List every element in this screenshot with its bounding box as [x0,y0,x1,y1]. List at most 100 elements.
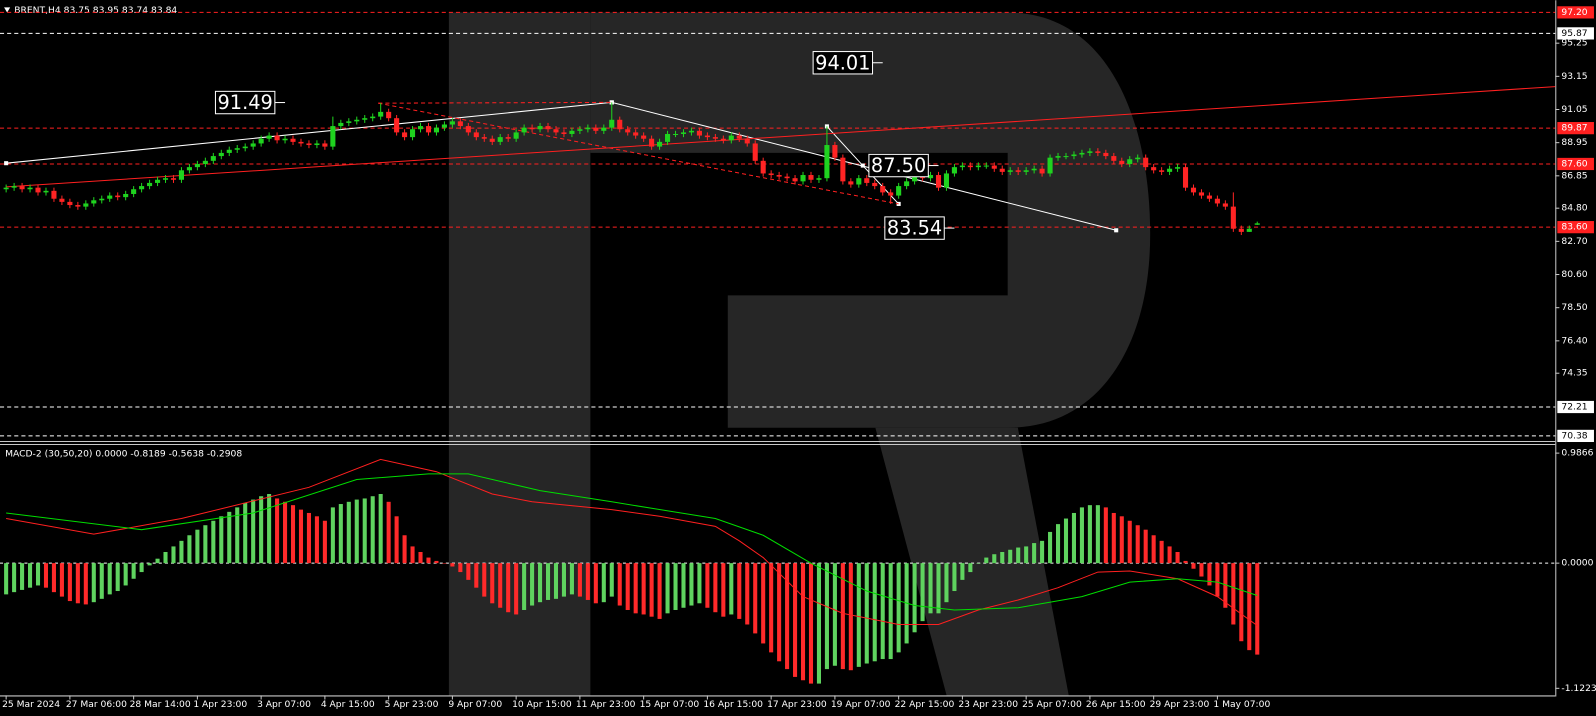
x-tick-label: 15 Apr 07:00 [640,699,700,710]
histogram-bar [243,502,248,564]
histogram-bar [872,563,877,662]
level-label: 70.38 [1561,430,1587,441]
histogram-bar [545,563,551,600]
histogram-bar [952,563,957,592]
histogram-bar [1111,512,1116,564]
histogram-bar [1223,563,1228,608]
histogram-bar [235,507,240,564]
trendline [378,102,899,205]
candle-body [194,163,200,168]
x-tick-label: 3 Apr 07:00 [257,699,311,710]
candle-body [704,135,710,138]
candle-body [1151,167,1157,171]
histogram-bar [697,563,702,604]
histogram-bar [203,525,208,564]
x-tick-label: 26 Apr 15:00 [1086,699,1146,710]
trendline-anchor [860,163,865,168]
histogram-bar [259,496,264,564]
level-badge [1557,221,1594,234]
trendline-anchor [4,161,9,166]
histogram-bar [1175,551,1180,564]
level-badge [1557,27,1594,40]
histogram-bar [617,563,622,606]
histogram-bar [28,563,33,588]
histogram-bar [434,560,439,564]
histogram-bar [322,520,327,564]
x-tick-label: 11 Apr 23:00 [576,699,636,710]
candle-body [282,138,288,141]
candle-body [736,135,742,139]
y-tick-label: 0.0000 [1561,558,1593,569]
candle-body [888,192,894,196]
histogram-bar [43,563,49,588]
candle-body [768,173,774,176]
histogram-bar [131,563,136,579]
candle-body [927,175,934,179]
histogram-bar [1048,531,1053,564]
candle-body [792,178,798,182]
y-tick-label: 93.15 [1561,71,1587,82]
candle-body [3,187,9,190]
histogram-bar [1239,563,1244,642]
candle-body [226,149,232,153]
x-tick-label: 1 Apr 23:00 [193,699,247,710]
y-tick-label: 91.05 [1561,104,1587,115]
histogram-bar [1167,546,1172,564]
candle-body [880,186,886,193]
histogram-bar [219,516,224,564]
level-badge [1557,429,1594,443]
y-tick-label: 76.40 [1561,335,1587,346]
histogram-bar [641,563,646,615]
x-tick-label: 4 Apr 15:00 [321,699,375,710]
histogram-bar [832,563,837,666]
histogram-bar [1199,563,1204,577]
candle-body [744,138,750,144]
candle-body [473,132,479,138]
candle-body [1007,170,1013,172]
x-tick-label: 27 Mar 06:00 [66,699,127,710]
candle-body [848,181,854,185]
x-tick-label: 29 Apr 23:00 [1150,699,1210,710]
histogram-bar [1040,540,1045,564]
trendline-anchor [896,201,901,206]
histogram-bar [115,563,120,592]
histogram-bar [1016,547,1021,564]
candle-body [1127,159,1133,164]
candle-body [943,173,950,188]
histogram-bar [1079,507,1084,564]
histogram-bar [1247,563,1252,651]
histogram-bar [1207,563,1212,586]
candle-body [951,167,957,174]
candle-body [131,189,137,194]
candle-body [856,178,862,185]
candle-body [290,138,296,142]
candle-body [75,205,81,207]
level-label: 89.87 [1561,123,1587,134]
watermark-stem [448,12,591,696]
histogram-bar [609,563,614,597]
candle-body [83,203,89,207]
histogram-bar [936,563,941,614]
histogram-bar [506,563,511,613]
candle-body [362,118,368,120]
candle-body [258,138,264,144]
histogram-bar [290,505,296,564]
histogram-bar [466,563,471,580]
candle-body [354,119,360,122]
candle-body [497,137,503,142]
candle-body [1222,203,1228,207]
level-badge [1557,122,1594,135]
candle-body [816,178,822,180]
candle-body [505,137,511,139]
candle-body [1047,157,1053,174]
y-tick-label: 88.95 [1561,137,1587,148]
histogram-bar [1071,512,1077,564]
histogram-bar [267,494,272,564]
histogram-bar [1055,524,1061,564]
indicator-title: MACD-2 (30,50,20) 0.0000 -0.8189 -0.5638… [5,449,242,460]
histogram-bar [968,563,973,573]
candle-body [218,152,224,157]
candle-body [322,143,328,147]
histogram-bar [840,563,845,670]
histogram-bar [681,563,686,608]
